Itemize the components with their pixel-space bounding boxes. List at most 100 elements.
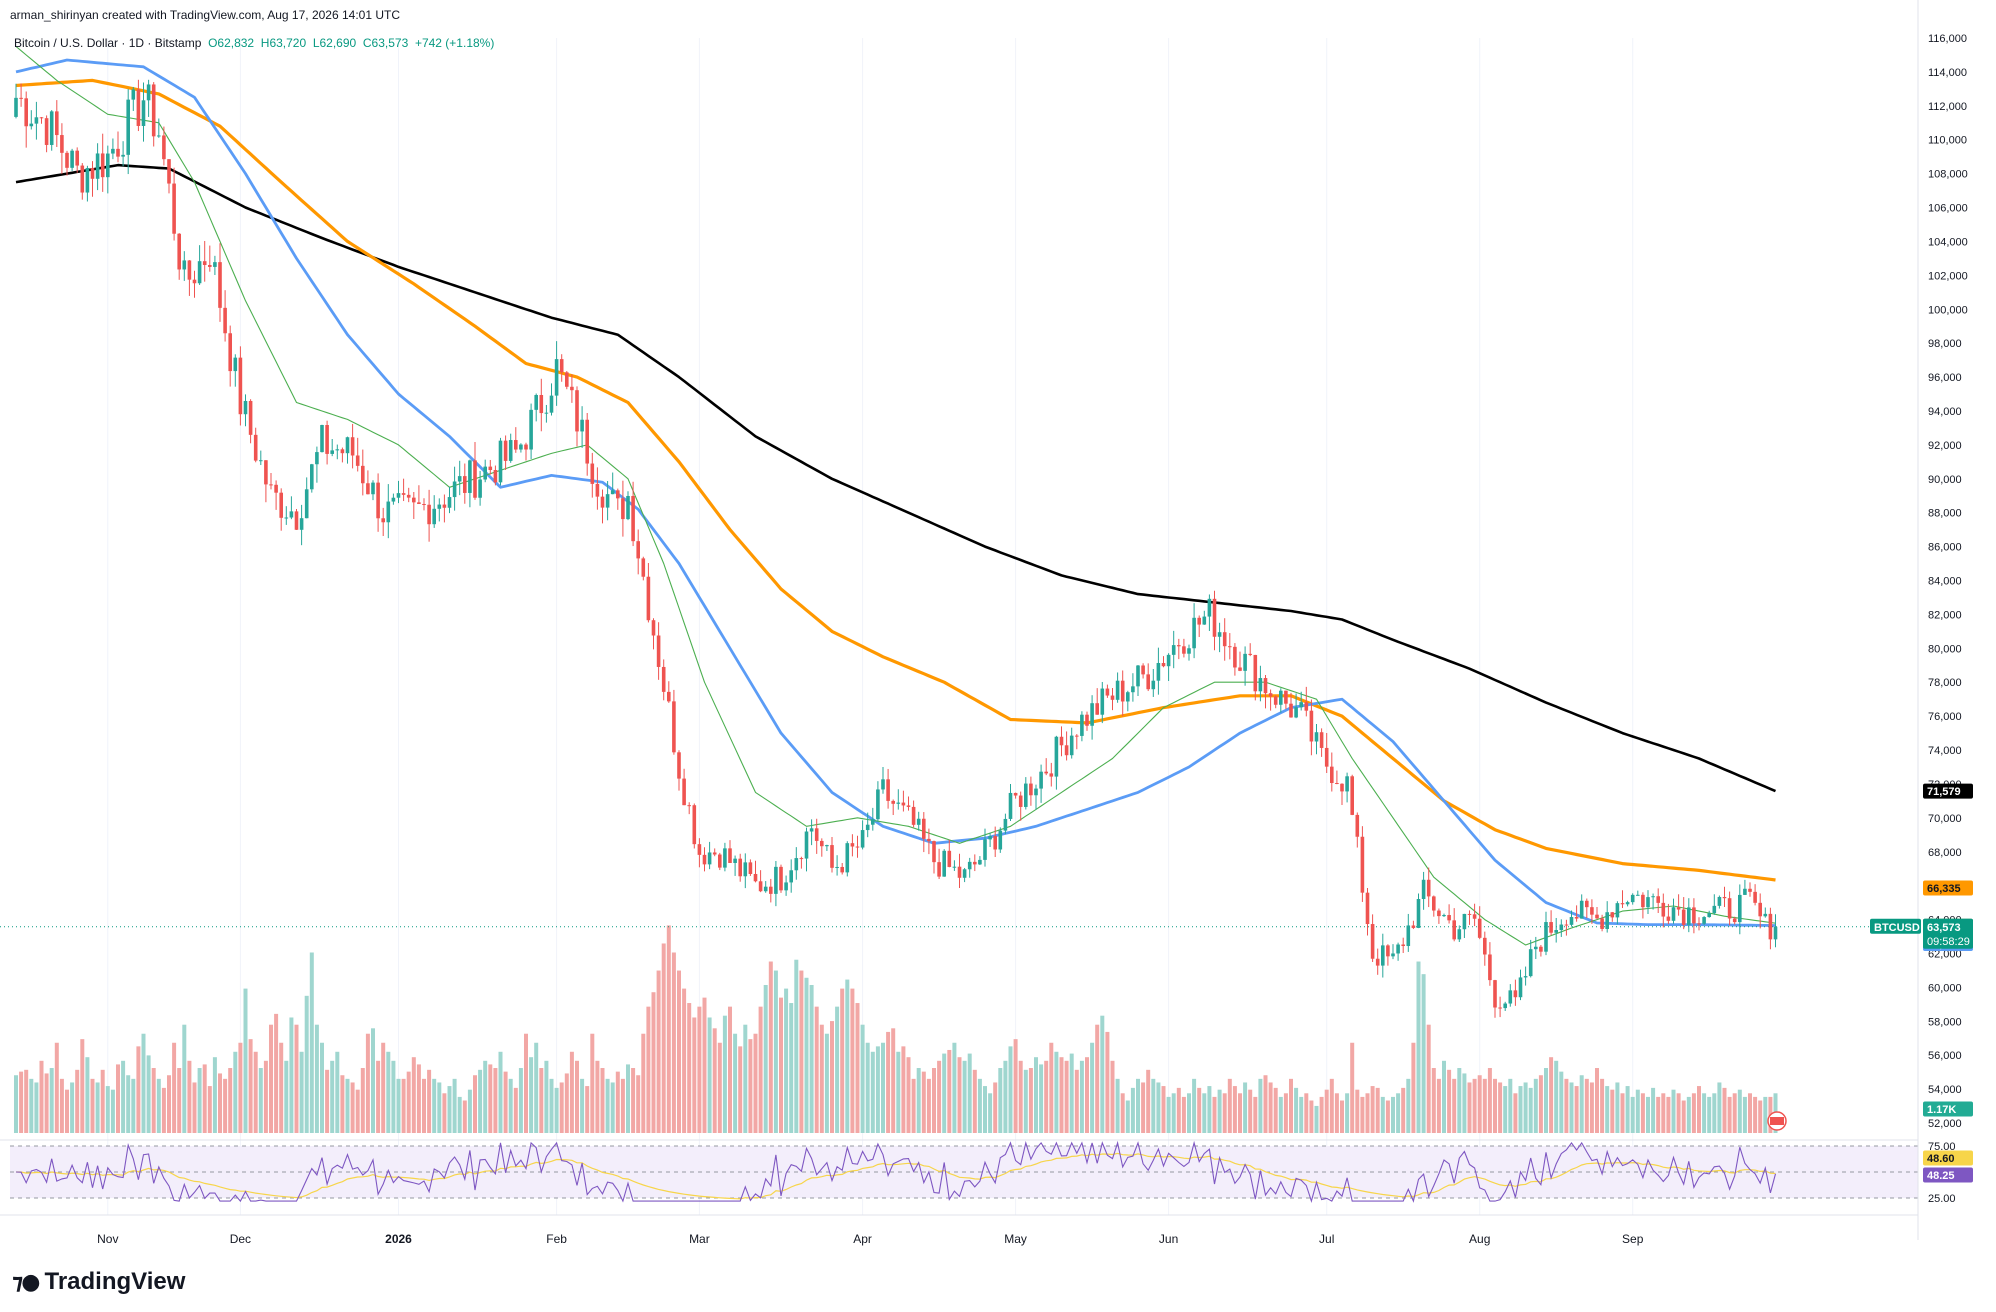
volume-bar [1268,1082,1273,1133]
volume-bar [906,1057,911,1133]
candle-body [1054,736,1059,777]
candle-body [636,541,640,559]
candle-body [1447,915,1451,921]
volume-bar [1156,1082,1161,1133]
candle-body [947,850,952,867]
candle-body [1263,678,1268,694]
candle-body [299,518,304,530]
volume-bar [65,1089,69,1133]
candle-body [1207,598,1212,617]
candle-body [1156,663,1161,681]
volume-bar [1426,1024,1431,1133]
candle-body [718,854,722,868]
candle-body [1549,922,1553,933]
candle-body [962,869,967,878]
volume-bar [1538,1075,1543,1133]
candle-body [1544,922,1548,952]
volume-bar [1691,1093,1696,1133]
volume-bar [692,1017,697,1133]
symbol-name[interactable]: Bitcoin / U.S. Dollar · 1D · Bitstamp [14,36,202,50]
volume-bar [600,1068,605,1133]
price-tick-label: 70,000 [1928,813,1962,825]
candle-body [1039,771,1043,789]
candle-body [65,152,69,168]
candle-body [1641,894,1645,908]
volume-bar [212,1057,217,1133]
volume-bar [1467,1082,1472,1133]
price-tick-label: 114,000 [1928,67,1967,79]
volume-bar [1329,1078,1334,1133]
volume-bar [1273,1087,1278,1133]
volume-bar [1610,1089,1615,1133]
ma100-price-tag-bg [1923,880,1973,896]
candle-body [1105,688,1110,696]
candle-body [1248,653,1252,655]
candle-body [1426,879,1431,897]
candle-body [371,482,375,495]
candle-body [1355,814,1360,837]
volume-bar [1676,1093,1681,1133]
candle-body [534,395,538,410]
volume-bar [738,1046,743,1133]
volume-bar [462,1100,467,1133]
candle-body [34,117,39,124]
candle-body [90,168,95,179]
candle-body [544,412,549,414]
candle-body [24,98,28,127]
volume-bar [437,1082,442,1133]
candle-body [860,830,865,848]
volume-bar [279,1042,284,1133]
candle-body [1324,747,1329,767]
volume-bar [1569,1082,1574,1133]
volume-bar [942,1053,947,1133]
ma200-price-tag-bg [1923,783,1973,799]
candle-body [1625,902,1630,905]
price-tick-label: 112,000 [1928,101,1967,113]
volume-bar [544,1060,549,1133]
candle-body [1197,617,1201,625]
volume-tag-bg [1923,1101,1973,1117]
candle-body [1661,902,1666,917]
candlesticks[interactable] [14,79,1778,1018]
candle-body [748,862,753,874]
volume-bar [1396,1093,1401,1133]
candle-body [1110,695,1115,700]
volume-bar [54,1042,59,1133]
candle-body [111,148,115,154]
volume-bar [411,1057,416,1133]
candle-body [141,100,146,126]
rsi-pane[interactable] [10,1140,1918,1204]
candle-body [845,843,850,873]
candle-body [922,818,926,839]
candle-body [473,460,477,498]
tradingview-logo[interactable]: ⁊● TradingView [12,1268,185,1296]
volume-bar [1533,1078,1538,1133]
volume-bar [916,1068,921,1133]
candle-body [539,395,544,414]
candle-body [1228,646,1232,648]
volume-bar [70,1082,75,1133]
candle-body [529,409,533,450]
volume-bar [1289,1078,1293,1133]
volume-bar [1299,1096,1304,1133]
candle-body [289,511,294,518]
volume-bar [1523,1082,1528,1133]
candle-body [1024,783,1028,807]
candle-body [1182,646,1186,654]
candle-body [911,806,916,825]
candle-body [1437,910,1441,917]
candle-body [1467,913,1472,915]
candle-body [769,886,773,894]
candle-body [600,496,605,508]
volume-bar [1431,1068,1436,1133]
volume-bar [1192,1078,1197,1133]
candle-body [177,233,181,270]
price-tick-label: 62,000 [1928,948,1962,960]
candle-body [1008,792,1013,819]
volume-bar [1584,1078,1589,1133]
candle-body [1034,788,1038,796]
volume-bar [1666,1096,1671,1133]
volume-bar [585,1086,590,1133]
candle-body [1579,900,1584,919]
